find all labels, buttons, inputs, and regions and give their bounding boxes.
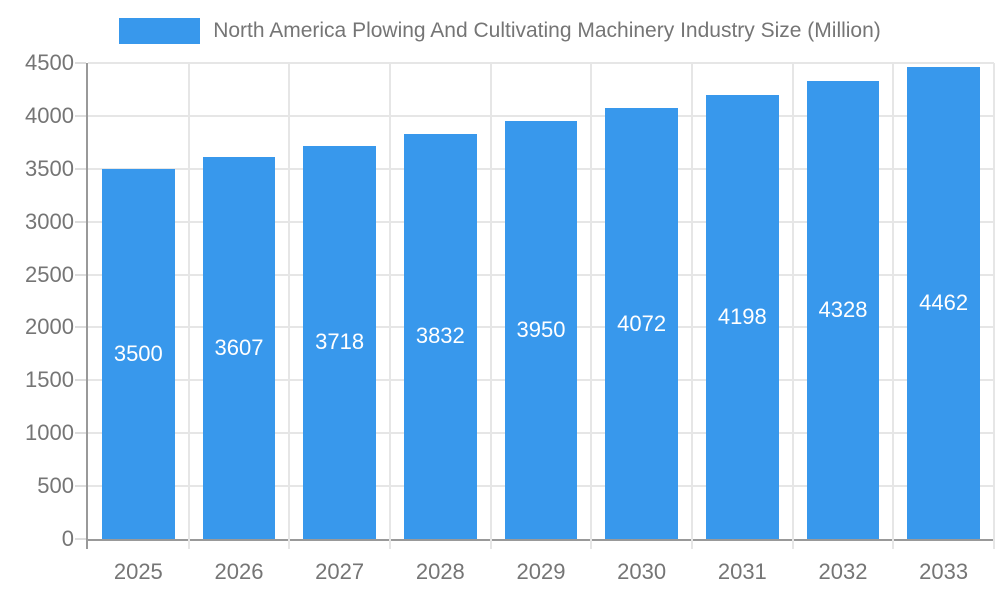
bar-value-label: 4198 (717, 303, 767, 329)
bar-2025[interactable]: 3500 (102, 168, 175, 539)
y-axis-tick-label: 4000 (25, 102, 74, 128)
bar-2030[interactable]: 4072 (605, 108, 678, 539)
bar-2026[interactable]: 3607 (202, 157, 276, 539)
y-tick (75, 538, 86, 540)
bar-value-label: 4462 (919, 290, 969, 316)
h-gridline (88, 114, 994, 117)
y-tick (75, 62, 86, 64)
x-axis-tick-label: 2030 (617, 559, 667, 584)
h-gridline (88, 62, 994, 64)
bar-value-label: 4328 (818, 297, 868, 323)
y-tick (75, 273, 86, 276)
bar-2029[interactable]: 3950 (504, 121, 578, 539)
legend-swatch-icon (119, 18, 201, 44)
y-axis-tick-label: 0 (61, 526, 74, 551)
y-axis-tick-label: 2500 (25, 261, 74, 287)
y-axis-tick-label: 1500 (25, 367, 74, 393)
bar-2028[interactable]: 3832 (404, 133, 477, 539)
bar-2031[interactable]: 4198 (706, 94, 779, 539)
bar-2032[interactable]: 4328 (806, 81, 880, 539)
bar-value-label: 3832 (415, 323, 465, 349)
x-axis-tick-label: 2031 (717, 559, 767, 584)
v-gridline (590, 63, 593, 549)
bar-2027[interactable]: 3718 (303, 145, 376, 539)
y-tick (75, 485, 86, 488)
x-axis-tick-label: 2026 (214, 559, 264, 584)
y-axis-tick-label: 4500 (25, 50, 74, 75)
v-gridline (791, 63, 794, 549)
x-axis-tick-label: 2025 (113, 559, 163, 584)
plot-area: 3500 3607 3718 3832 3950 4072 4198 4328 4462 (75, 62, 995, 549)
y-axis-tick-label: 500 (37, 473, 74, 499)
v-gridline (691, 63, 693, 549)
x-axis-tick-label: 2027 (315, 559, 365, 584)
x-axis-tick-label: 2033 (919, 559, 969, 584)
v-gridline (389, 63, 391, 549)
y-axis-tick-label: 3000 (25, 208, 74, 234)
v-gridline (288, 63, 291, 549)
legend[interactable]: North America Plowing And Cultivating Ma… (0, 18, 1000, 44)
bar-value-label: 3718 (315, 329, 365, 355)
x-axis-tick-label: 2029 (516, 559, 566, 584)
legend-label: North America Plowing And Cultivating Ma… (213, 19, 881, 42)
y-tick (75, 432, 86, 435)
y-tick (75, 326, 86, 329)
y-axis-tick-label: 1000 (25, 420, 74, 446)
y-tick (75, 379, 86, 382)
x-axis-line (86, 539, 994, 541)
x-axis-tick-label: 2028 (415, 559, 465, 584)
y-tick (75, 114, 86, 117)
bar-value-label: 4072 (617, 310, 667, 336)
y-axis-line (86, 63, 88, 549)
bar-value-label: 3950 (516, 317, 566, 343)
y-axis-tick-label: 3500 (25, 155, 74, 181)
y-axis-tick-label: 2000 (25, 314, 74, 340)
bar-value-label: 3607 (214, 335, 264, 361)
v-gridline (489, 63, 492, 549)
bar-2033[interactable]: 4462 (907, 67, 980, 539)
y-tick (75, 167, 86, 170)
v-gridline (993, 63, 995, 549)
bar-value-label: 3500 (113, 340, 163, 366)
v-gridline (892, 63, 895, 549)
y-tick (75, 220, 86, 223)
v-gridline (187, 63, 190, 549)
x-axis-tick-label: 2032 (818, 559, 868, 584)
